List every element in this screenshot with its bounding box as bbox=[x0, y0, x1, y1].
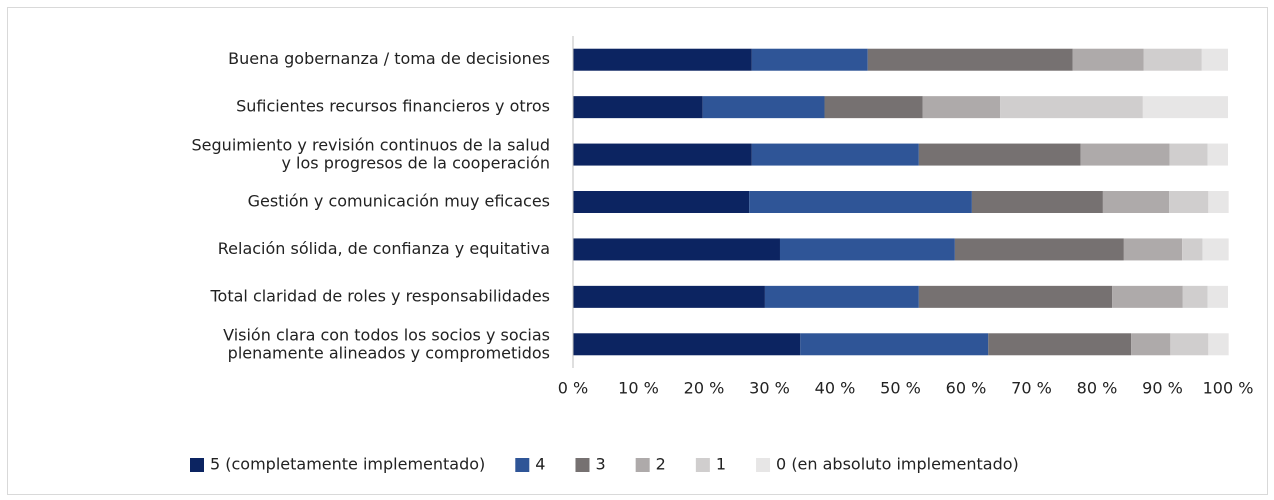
bar-segment bbox=[1182, 285, 1208, 308]
bar-segment bbox=[1207, 285, 1228, 308]
y-tick-label: Total claridad de roles y responsabilida… bbox=[209, 286, 550, 305]
y-tick-label: Visión clara con todos los socios y soci… bbox=[223, 325, 550, 362]
bar-segment bbox=[971, 191, 1103, 213]
bar-segment bbox=[573, 191, 750, 213]
x-tick-label: 60 % bbox=[946, 379, 987, 398]
legend-swatch bbox=[515, 458, 530, 472]
x-tick-label: 90 % bbox=[1142, 379, 1183, 398]
bar-segment bbox=[1131, 333, 1171, 356]
bar-segment bbox=[573, 238, 780, 261]
bar-segment bbox=[1102, 191, 1170, 213]
x-tick-label: 0 % bbox=[558, 379, 588, 398]
x-tick-label: 30 % bbox=[749, 379, 790, 398]
bar-segment bbox=[1208, 191, 1229, 213]
bar-segment bbox=[764, 285, 919, 308]
x-tick-label: 40 % bbox=[815, 379, 856, 398]
bar-segment bbox=[573, 96, 703, 119]
legend-swatch bbox=[695, 458, 710, 472]
bar-segment bbox=[1170, 333, 1209, 356]
bar-segment bbox=[1169, 143, 1208, 166]
bar-segment bbox=[779, 238, 955, 261]
legend-swatch bbox=[575, 458, 590, 472]
y-tick-label: Relación sólida, de confianza y equitati… bbox=[218, 239, 550, 258]
bar-segment bbox=[918, 143, 1081, 166]
bar-segment bbox=[749, 191, 972, 213]
bar-segment bbox=[1072, 48, 1144, 71]
bar-segment bbox=[954, 238, 1124, 261]
bar-segment bbox=[1202, 238, 1229, 261]
legend-label: 0 (en absoluto implementado) bbox=[776, 455, 1019, 474]
y-tick-label: Seguimiento y revisión continuos de la s… bbox=[192, 135, 550, 172]
bar-segment bbox=[573, 48, 752, 71]
bar-segment bbox=[1207, 143, 1228, 166]
legend-label: 3 bbox=[595, 455, 605, 474]
bar-segment bbox=[573, 143, 752, 166]
bar-segment bbox=[573, 285, 765, 308]
bar-segment bbox=[1201, 48, 1228, 71]
legend-swatch bbox=[756, 458, 771, 472]
x-tick-label: 10 % bbox=[618, 379, 659, 398]
bar-segment bbox=[918, 285, 1113, 308]
bar-segment bbox=[800, 333, 989, 356]
bar-segment bbox=[867, 48, 1073, 71]
bar-segment bbox=[988, 333, 1132, 356]
x-tick-label: 20 % bbox=[684, 379, 725, 398]
legend-label: 2 bbox=[656, 455, 666, 474]
legend-swatch bbox=[190, 458, 204, 472]
bar-segment bbox=[1000, 96, 1143, 119]
legend-swatch bbox=[635, 458, 650, 472]
bar-segment bbox=[1208, 333, 1229, 356]
bar-segment bbox=[751, 48, 868, 71]
bar-segment bbox=[1123, 238, 1183, 261]
bar-segment bbox=[751, 143, 919, 166]
bar-segment bbox=[1112, 285, 1183, 308]
bar-segment bbox=[824, 96, 923, 119]
y-tick-label: Buena gobernanza / toma de decisiones bbox=[228, 49, 550, 68]
bar-segment bbox=[1142, 96, 1228, 119]
x-tick-label: 50 % bbox=[880, 379, 921, 398]
x-tick-label: 80 % bbox=[1077, 379, 1118, 398]
legend-label: 4 bbox=[535, 455, 545, 474]
bar-segment bbox=[702, 96, 825, 119]
bar-segment bbox=[922, 96, 1001, 119]
y-tick-label: Suficientes recursos financieros y otros bbox=[236, 97, 550, 116]
bar-segment bbox=[1182, 238, 1203, 261]
x-tick-label: 100 % bbox=[1203, 379, 1254, 398]
bar-segment bbox=[573, 333, 801, 356]
x-tick-label: 70 % bbox=[1011, 379, 1052, 398]
legend-label: 5 (completamente implementado) bbox=[210, 455, 485, 474]
bar-segment bbox=[1143, 48, 1202, 71]
y-tick-label: Gestión y comunicación muy eficaces bbox=[248, 192, 550, 211]
legend-label: 1 bbox=[716, 455, 726, 474]
bar-segment bbox=[1080, 143, 1170, 166]
bar-segment bbox=[1169, 191, 1209, 213]
